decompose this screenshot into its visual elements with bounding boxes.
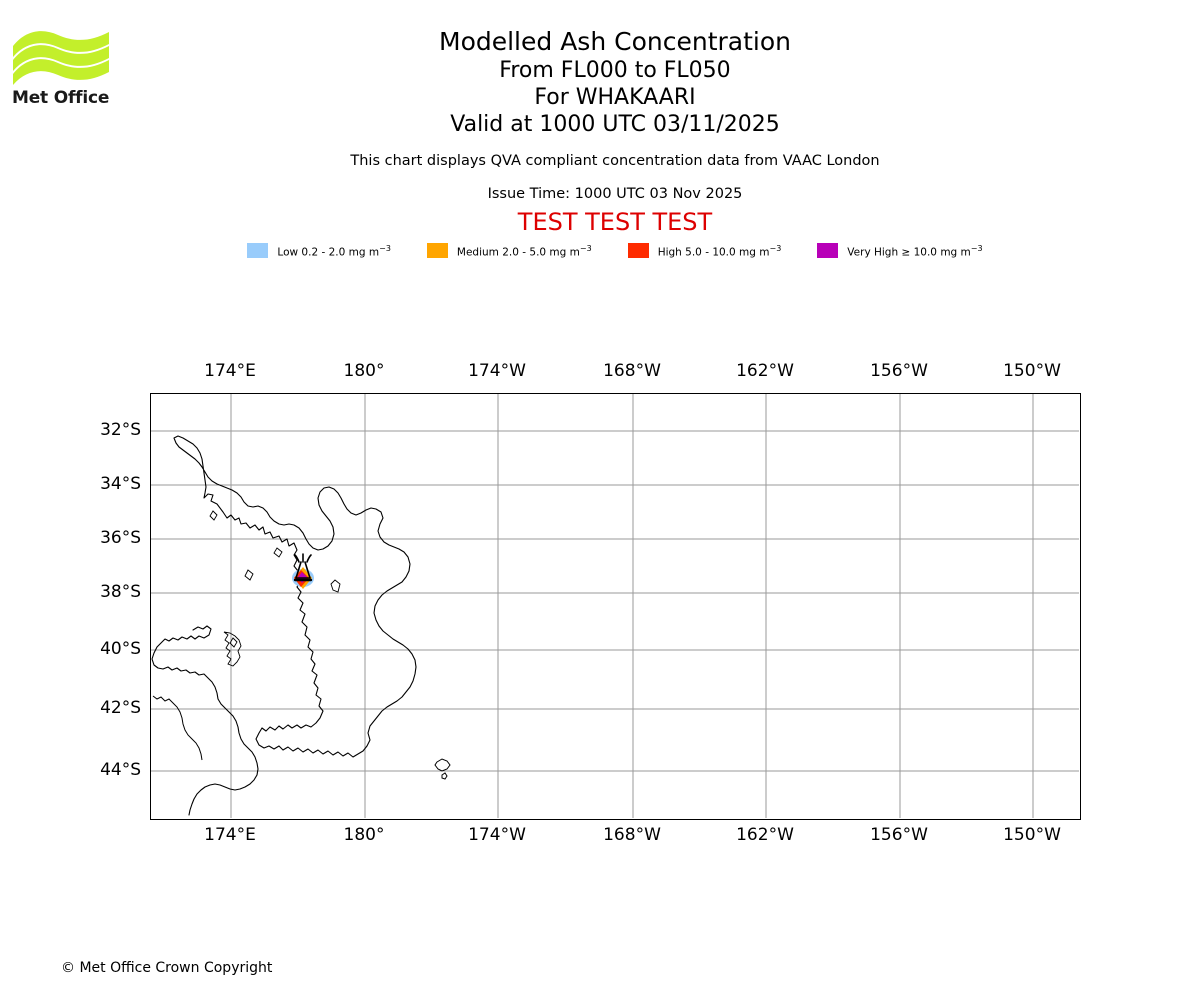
x-axis-tick-label-top: 168°W — [603, 361, 661, 381]
coastline-detail-bay — [244, 569, 254, 581]
met-office-logo: Met Office — [12, 24, 132, 114]
coastline-sound-inlet — [229, 637, 238, 648]
x-axis-tick-label-top: 174°E — [204, 361, 256, 381]
x-axis-tick-label-bottom: 174°W — [468, 825, 526, 845]
x-axis-tick-label-bottom: 168°W — [603, 825, 661, 845]
legend-label-exponent: −3 — [970, 244, 983, 253]
legend-item: Low 0.2 - 2.0 mg m−3 — [247, 243, 391, 259]
x-axis-tick-label-top: 150°W — [1003, 361, 1061, 381]
y-axis-tick-label: 36°S — [100, 528, 141, 548]
legend-swatch — [247, 243, 269, 259]
header: Modelled Ash Concentration From FL000 to… — [150, 26, 1080, 236]
legend-label: Medium 2.0 - 5.0 mg m−3 — [456, 244, 592, 259]
x-axis-tick-label-bottom: 174°E — [204, 825, 256, 845]
map-canvas — [151, 394, 1079, 818]
qva-note: This chart displays QVA compliant concen… — [350, 153, 880, 169]
coastline-chatham-islands — [434, 758, 451, 772]
met-office-wave-mark — [13, 31, 109, 85]
legend-item: High 5.0 - 10.0 mg m−3 — [627, 243, 782, 259]
x-axis-tick-label-top: 180° — [343, 361, 385, 381]
coastline-north-island — [173, 435, 417, 758]
page-title: Modelled Ash Concentration — [439, 27, 791, 56]
concentration-legend: Low 0.2 - 2.0 mg m−3 Medium 2.0 - 5.0 mg … — [150, 243, 1080, 259]
x-axis-tick-label-bottom: 162°W — [736, 825, 794, 845]
legend-label-exponent: −3 — [379, 244, 391, 253]
coastline-south-island — [151, 625, 259, 816]
coastline-detail-harbour — [209, 510, 218, 521]
test-banner: TEST TEST TEST — [517, 208, 713, 236]
legend-label: High 5.0 - 10.0 mg m−3 — [657, 244, 782, 259]
y-axis-tick-label: 38°S — [100, 582, 141, 602]
x-axis-tick-label-bottom: 180° — [343, 825, 385, 845]
x-axis-tick-label-top: 174°W — [468, 361, 526, 381]
x-axis-tick-label-bottom: 156°W — [870, 825, 928, 845]
y-axis-tick-label: 34°S — [100, 474, 141, 494]
legend-item: Medium 2.0 - 5.0 mg m−3 — [426, 243, 592, 259]
legend-swatch — [426, 243, 448, 259]
legend-swatch — [627, 243, 649, 259]
copyright-footer: © Met Office Crown Copyright — [61, 960, 273, 976]
valid-time: Valid at 1000 UTC 03/11/2025 — [450, 112, 780, 137]
map-plot-area — [150, 393, 1081, 820]
legend-label-exponent: −3 — [579, 244, 592, 253]
map-gridlines — [151, 394, 1079, 818]
coastline-chatham-small — [441, 772, 448, 780]
issue-time: Issue Time: 1000 UTC 03 Nov 2025 — [487, 186, 743, 202]
legend-item: Very High ≥ 10.0 mg m−3 — [817, 243, 983, 259]
met-office-logo-text: Met Office — [12, 88, 110, 108]
y-axis-tick-label: 40°S — [100, 639, 141, 659]
legend-label: Low 0.2 - 2.0 mg m−3 — [277, 244, 391, 259]
legend-label-exponent: −3 — [769, 244, 782, 253]
coastline-detail-peninsula — [273, 547, 283, 558]
legend-swatch — [817, 243, 839, 259]
y-axis-tick-label: 42°S — [100, 698, 141, 718]
volcano-marker — [293, 553, 313, 582]
flight-level-range: From FL000 to FL050 — [499, 58, 731, 83]
x-axis-tick-label-bottom: 150°W — [1003, 825, 1061, 845]
coastline-marlborough-sounds — [223, 631, 242, 667]
x-axis-tick-label-top: 156°W — [870, 361, 928, 381]
y-axis-tick-label: 32°S — [100, 420, 141, 440]
legend-label: Very High ≥ 10.0 mg m−3 — [847, 244, 983, 259]
y-axis-tick-label: 44°S — [100, 760, 141, 780]
x-axis-tick-label-top: 162°W — [736, 361, 794, 381]
coastline-detail-island — [330, 579, 341, 593]
volcano-name-line: For WHAKAARI — [534, 85, 696, 110]
coastline-south-island-west — [152, 695, 203, 761]
